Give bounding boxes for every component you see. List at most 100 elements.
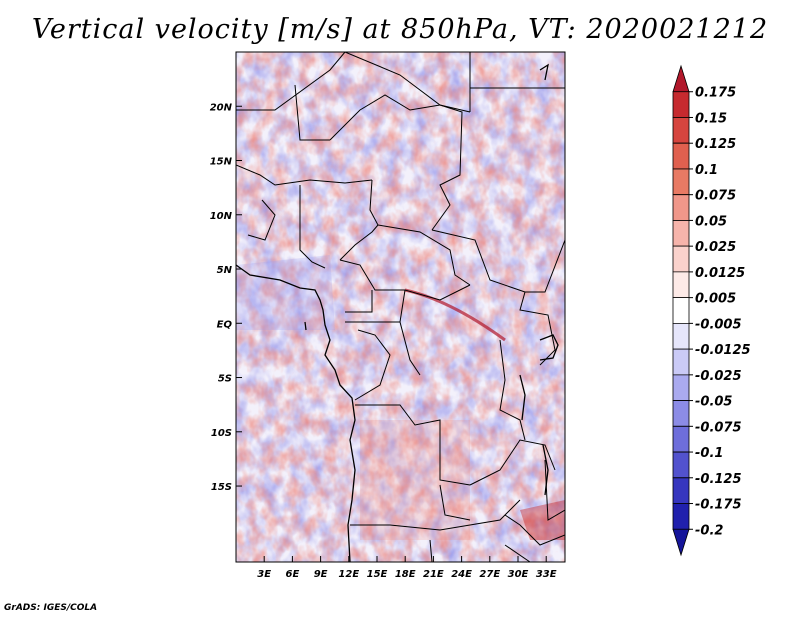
lon-tick-label: 21E xyxy=(423,569,444,580)
lat-tick-label: 10N xyxy=(210,211,233,222)
colorbar-label: -0.05 xyxy=(695,395,732,410)
border-line xyxy=(344,52,471,113)
lat-tick-label: 5S xyxy=(218,374,232,385)
colorbar-label: 0.005 xyxy=(695,292,736,307)
colorbar-label: 0.05 xyxy=(695,214,727,229)
border-line xyxy=(377,224,471,286)
colorbar-label: 0.1 xyxy=(695,163,718,178)
border-line xyxy=(399,321,421,376)
border-line xyxy=(339,259,471,301)
island-feature xyxy=(304,321,307,331)
colorbar-label: -0.0125 xyxy=(695,343,751,358)
colorbar-label: 0.075 xyxy=(695,189,736,204)
lon-tick-label: 33E xyxy=(536,569,557,580)
border-line xyxy=(544,459,565,521)
latitude-axis: 20N 15N 10N 5N EQ 5S 10S 15S xyxy=(210,102,242,493)
border-line xyxy=(294,84,330,141)
colorbar-segment xyxy=(672,64,690,93)
border-line xyxy=(355,404,471,486)
colorbar-segment xyxy=(672,400,690,427)
colorbar-segment xyxy=(672,117,690,144)
border-line xyxy=(429,539,433,562)
nile-feature xyxy=(539,63,549,81)
colorbar-label: 0.0125 xyxy=(695,266,745,281)
colorbar-segment xyxy=(672,322,690,350)
border-line xyxy=(439,484,471,521)
longitude-axis: 3E 6E 9E 12E 15E 18E 21E 24E 27E 30E 33E xyxy=(257,556,557,580)
lon-tick-label: 27E xyxy=(479,569,500,580)
lon-tick-label: 12E xyxy=(338,569,359,580)
colorbar-label: -0.1 xyxy=(695,446,723,461)
chart-title: Vertical velocity [m/s] at 850hPa, VT: 2… xyxy=(31,14,769,45)
colorbar-segment xyxy=(672,528,690,557)
border-line xyxy=(525,239,565,293)
map-area xyxy=(236,52,565,562)
colorbar-label: -0.175 xyxy=(695,498,742,513)
southeast-ascent-patch xyxy=(520,500,565,540)
colorbar-segment xyxy=(672,220,690,247)
colorbar-label: 0.175 xyxy=(695,86,736,101)
political-boundaries xyxy=(236,52,565,562)
colorbar-segment xyxy=(672,477,690,504)
border-line xyxy=(350,499,521,531)
colorbar-segment xyxy=(672,425,690,453)
border-line xyxy=(329,94,441,141)
border-line xyxy=(236,52,346,111)
lon-tick-label: 15E xyxy=(367,569,388,580)
coastline xyxy=(236,63,559,562)
angola-ascent-region xyxy=(360,420,470,540)
colorbar-label: -0.025 xyxy=(695,369,742,384)
colorbar-segment xyxy=(672,245,690,273)
border-line xyxy=(236,164,373,186)
border-line xyxy=(504,514,565,546)
colorbar-label: 0.025 xyxy=(695,240,736,255)
colorbar-label: -0.125 xyxy=(695,472,742,487)
border-line xyxy=(519,291,556,366)
colorbar-label: -0.2 xyxy=(695,523,723,538)
colorbar-segment xyxy=(672,451,690,479)
colorbar-segment xyxy=(672,142,690,170)
gulf-guinea-subsidence xyxy=(236,255,335,330)
lat-tick-label: 10S xyxy=(211,428,232,439)
lon-tick-label: 9E xyxy=(314,569,328,580)
coastline-path xyxy=(236,264,356,562)
colorbar-segment xyxy=(672,194,690,221)
colorbar-segment xyxy=(672,271,690,299)
lat-tick-label: EQ xyxy=(217,319,233,330)
lon-tick-label: 6E xyxy=(286,569,300,580)
colorbar: 0.175 0.15 0.125 0.1 0.075 0.05 0.025 0.0125 0.0… xyxy=(672,64,751,557)
lat-tick-label: 20N xyxy=(210,102,233,113)
border-line xyxy=(247,199,276,241)
lat-tick-label: 15S xyxy=(211,482,232,493)
colorbar-segment xyxy=(672,168,690,196)
colorbar-segment xyxy=(672,503,690,530)
border-line xyxy=(431,229,526,293)
colorbar-label: -0.075 xyxy=(695,420,742,435)
lat-tick-label: 15N xyxy=(210,157,233,168)
lat-tick-label: 5N xyxy=(217,265,233,276)
lon-tick-label: 18E xyxy=(395,569,416,580)
ascent-field xyxy=(236,52,565,562)
colorbar-label: 0.15 xyxy=(695,111,727,126)
colorbar-segment xyxy=(672,91,690,118)
colorbar-label: -0.005 xyxy=(695,317,742,332)
border-line xyxy=(469,439,556,486)
colorbar-label: 0.125 xyxy=(695,137,736,152)
lon-tick-label: 24E xyxy=(451,569,472,580)
lon-tick-label: 3E xyxy=(257,569,271,580)
lon-tick-label: 30E xyxy=(508,569,529,580)
grads-credit: GrADS: IGES/COLA xyxy=(4,603,98,613)
map-frame xyxy=(235,51,566,563)
colorbar-segment xyxy=(672,348,690,376)
lake-malawi xyxy=(542,444,549,496)
border-line xyxy=(299,185,326,269)
lake-victoria xyxy=(539,334,559,361)
colorbar-segment xyxy=(672,374,690,401)
border-line xyxy=(354,329,391,401)
border-line xyxy=(339,179,379,261)
border-line xyxy=(431,104,463,231)
lake-tanganyika xyxy=(519,374,526,421)
colorbar-segment xyxy=(672,297,690,324)
border-line xyxy=(504,544,531,562)
border-line xyxy=(345,290,373,313)
